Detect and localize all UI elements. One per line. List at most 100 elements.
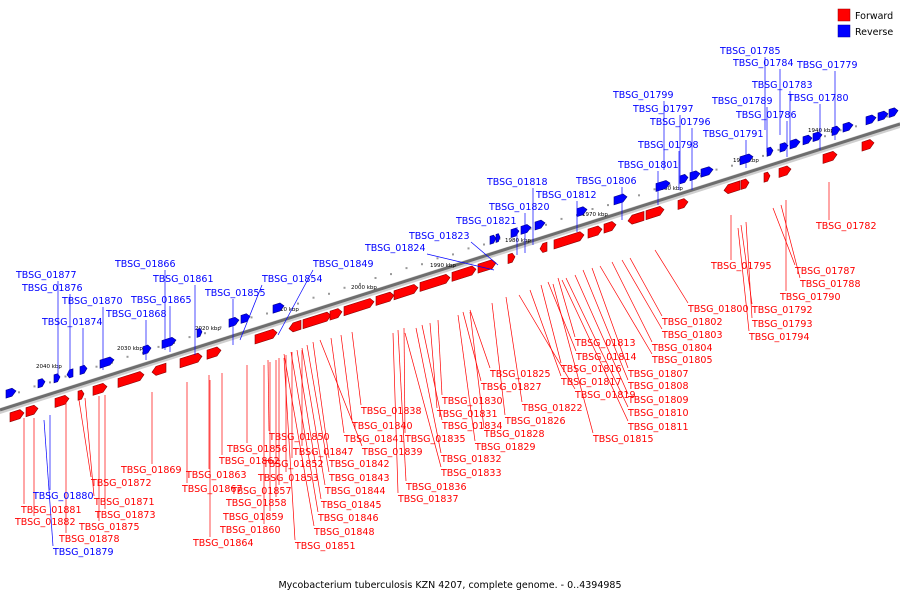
reverse-gene-label[interactable]: TBSG_01796 — [649, 117, 711, 128]
forward-gene-label[interactable]: TBSG_01804 — [651, 343, 713, 354]
forward-gene-label[interactable]: TBSG_01822 — [521, 403, 583, 414]
reverse-gene-label[interactable]: TBSG_01879 — [52, 547, 114, 558]
forward-gene-label[interactable]: TBSG_01803 — [661, 330, 723, 341]
reverse-gene-label[interactable]: TBSG_01868 — [105, 309, 167, 320]
forward-gene-label[interactable]: TBSG_01826 — [504, 416, 566, 427]
reverse-gene-label[interactable]: TBSG_01874 — [41, 317, 103, 328]
reverse-gene-label[interactable]: TBSG_01801 — [617, 160, 679, 171]
forward-gene-label[interactable]: TBSG_01810 — [627, 408, 689, 419]
forward-gene-label[interactable]: TBSG_01862 — [218, 456, 280, 467]
forward-gene-label[interactable]: TBSG_01813 — [574, 338, 636, 349]
forward-gene-label[interactable]: TBSG_01867 — [181, 484, 243, 495]
forward-gene-label[interactable]: TBSG_01794 — [748, 332, 810, 343]
forward-gene-label[interactable]: TBSG_01825 — [489, 369, 551, 380]
reverse-gene-label[interactable]: TBSG_01866 — [114, 259, 176, 270]
forward-gene-label[interactable]: TBSG_01882 — [14, 517, 76, 528]
forward-gene-label[interactable]: TBSG_01843 — [328, 473, 390, 484]
forward-gene-label[interactable]: TBSG_01795 — [710, 261, 772, 272]
forward-gene-label[interactable]: TBSG_01787 — [794, 266, 856, 277]
forward-gene-label[interactable]: TBSG_01817 — [560, 377, 622, 388]
forward-gene-label[interactable]: TBSG_01844 — [324, 486, 386, 497]
forward-gene-label[interactable]: TBSG_01856 — [226, 444, 288, 455]
forward-gene-label[interactable]: TBSG_01846 — [317, 513, 379, 524]
forward-gene-label[interactable]: TBSG_01815 — [592, 434, 654, 445]
reverse-gene-label[interactable]: TBSG_01855 — [204, 288, 266, 299]
forward-gene-label[interactable]: TBSG_01847 — [292, 447, 354, 458]
forward-gene-label[interactable]: TBSG_01819 — [574, 390, 636, 401]
forward-gene-label[interactable]: TBSG_01829 — [474, 442, 536, 453]
forward-gene-label[interactable]: TBSG_01864 — [192, 538, 254, 549]
forward-gene-label[interactable]: TBSG_01845 — [320, 500, 382, 511]
forward-gene-label[interactable]: TBSG_01833 — [440, 468, 502, 479]
forward-gene-label[interactable]: TBSG_01811 — [627, 422, 689, 433]
reverse-gene-label[interactable]: TBSG_01786 — [735, 110, 797, 121]
forward-gene-label[interactable]: TBSG_01835 — [404, 434, 466, 445]
reverse-gene-label[interactable]: TBSG_01780 — [787, 93, 849, 104]
forward-gene-label[interactable]: TBSG_01832 — [440, 454, 502, 465]
forward-gene-label[interactable]: TBSG_01790 — [779, 292, 841, 303]
forward-gene-label[interactable]: TBSG_01827 — [480, 382, 542, 393]
reverse-gene-label[interactable]: TBSG_01798 — [637, 140, 699, 151]
forward-gene-label[interactable]: TBSG_01851 — [294, 541, 356, 552]
forward-gene-label[interactable]: TBSG_01839 — [361, 447, 423, 458]
forward-gene-label[interactable]: TBSG_01872 — [90, 478, 152, 489]
forward-gene-label[interactable]: TBSG_01836 — [405, 482, 467, 493]
forward-gene-label[interactable]: TBSG_01800 — [687, 304, 749, 315]
reverse-gene-label[interactable]: TBSG_01789 — [711, 96, 773, 107]
reverse-gene-label[interactable]: TBSG_01821 — [455, 216, 517, 227]
forward-gene-label[interactable]: TBSG_01881 — [20, 505, 82, 516]
reverse-gene-label[interactable]: TBSG_01818 — [486, 177, 548, 188]
reverse-gene-label[interactable]: TBSG_01784 — [732, 58, 794, 69]
forward-gene-label[interactable]: TBSG_01831 — [436, 409, 498, 420]
forward-gene-label[interactable]: TBSG_01837 — [397, 494, 459, 505]
forward-gene-label[interactable]: TBSG_01809 — [627, 395, 689, 406]
forward-gene-label[interactable]: TBSG_01828 — [483, 429, 545, 440]
reverse-gene-label[interactable]: TBSG_01865 — [130, 295, 192, 306]
forward-gene-label[interactable]: TBSG_01814 — [575, 352, 637, 363]
forward-gene-label[interactable]: TBSG_01816 — [560, 364, 622, 375]
forward-gene-label[interactable]: TBSG_01878 — [58, 534, 120, 545]
forward-gene-label[interactable]: TBSG_01859 — [222, 512, 284, 523]
forward-gene-label[interactable]: TBSG_01840 — [351, 421, 413, 432]
forward-gene-label[interactable]: TBSG_01793 — [751, 319, 813, 330]
reverse-gene-label[interactable]: TBSG_01785 — [719, 46, 781, 57]
forward-gene-label[interactable]: TBSG_01857 — [230, 486, 292, 497]
reverse-gene-label[interactable]: TBSG_01791 — [702, 129, 764, 140]
forward-gene-label[interactable]: TBSG_01838 — [360, 406, 422, 417]
reverse-gene-label[interactable]: TBSG_01876 — [21, 283, 83, 294]
reverse-gene-label[interactable]: TBSG_01812 — [535, 190, 597, 201]
forward-gene-label[interactable]: TBSG_01842 — [328, 459, 390, 470]
reverse-gene-label[interactable]: TBSG_01820 — [488, 202, 550, 213]
forward-gene-label[interactable]: TBSG_01834 — [441, 421, 503, 432]
forward-gene-label[interactable]: TBSG_01808 — [627, 381, 689, 392]
forward-gene-label[interactable]: TBSG_01782 — [815, 221, 877, 232]
reverse-gene-label[interactable]: TBSG_01854 — [261, 274, 323, 285]
forward-gene-label[interactable]: TBSG_01841 — [343, 434, 405, 445]
forward-gene-label[interactable]: TBSG_01792 — [751, 305, 813, 316]
forward-gene-label[interactable]: TBSG_01850 — [268, 432, 330, 443]
forward-gene-label[interactable]: TBSG_01860 — [219, 525, 281, 536]
forward-gene-label[interactable]: TBSG_01848 — [313, 527, 375, 538]
reverse-gene-label[interactable]: TBSG_01880 — [32, 491, 94, 502]
reverse-gene-label[interactable]: TBSG_01799 — [612, 90, 674, 101]
forward-gene-label[interactable]: TBSG_01858 — [225, 498, 287, 509]
reverse-gene-label[interactable]: TBSG_01824 — [364, 243, 426, 254]
forward-gene-label[interactable]: TBSG_01871 — [93, 497, 155, 508]
forward-gene-label[interactable]: TBSG_01875 — [78, 522, 140, 533]
forward-gene-label[interactable]: TBSG_01853 — [257, 473, 319, 484]
reverse-gene-label[interactable]: TBSG_01783 — [751, 80, 813, 91]
forward-gene-label[interactable]: TBSG_01802 — [661, 317, 723, 328]
reverse-gene-label[interactable]: TBSG_01797 — [632, 104, 694, 115]
reverse-gene-label[interactable]: TBSG_01861 — [152, 274, 214, 285]
forward-gene-label[interactable]: TBSG_01805 — [651, 355, 713, 366]
forward-gene-label[interactable]: TBSG_01788 — [799, 279, 861, 290]
forward-gene-label[interactable]: TBSG_01807 — [627, 369, 689, 380]
reverse-gene-label[interactable]: TBSG_01877 — [15, 270, 77, 281]
forward-gene-label[interactable]: TBSG_01873 — [94, 510, 156, 521]
reverse-gene-label[interactable]: TBSG_01806 — [575, 176, 637, 187]
forward-gene-label[interactable]: TBSG_01863 — [185, 470, 247, 481]
reverse-gene-label[interactable]: TBSG_01779 — [796, 60, 858, 71]
forward-gene-label[interactable]: TBSG_01852 — [262, 459, 324, 470]
forward-gene-label[interactable]: TBSG_01869 — [120, 465, 182, 476]
reverse-gene-label[interactable]: TBSG_01823 — [408, 231, 470, 242]
